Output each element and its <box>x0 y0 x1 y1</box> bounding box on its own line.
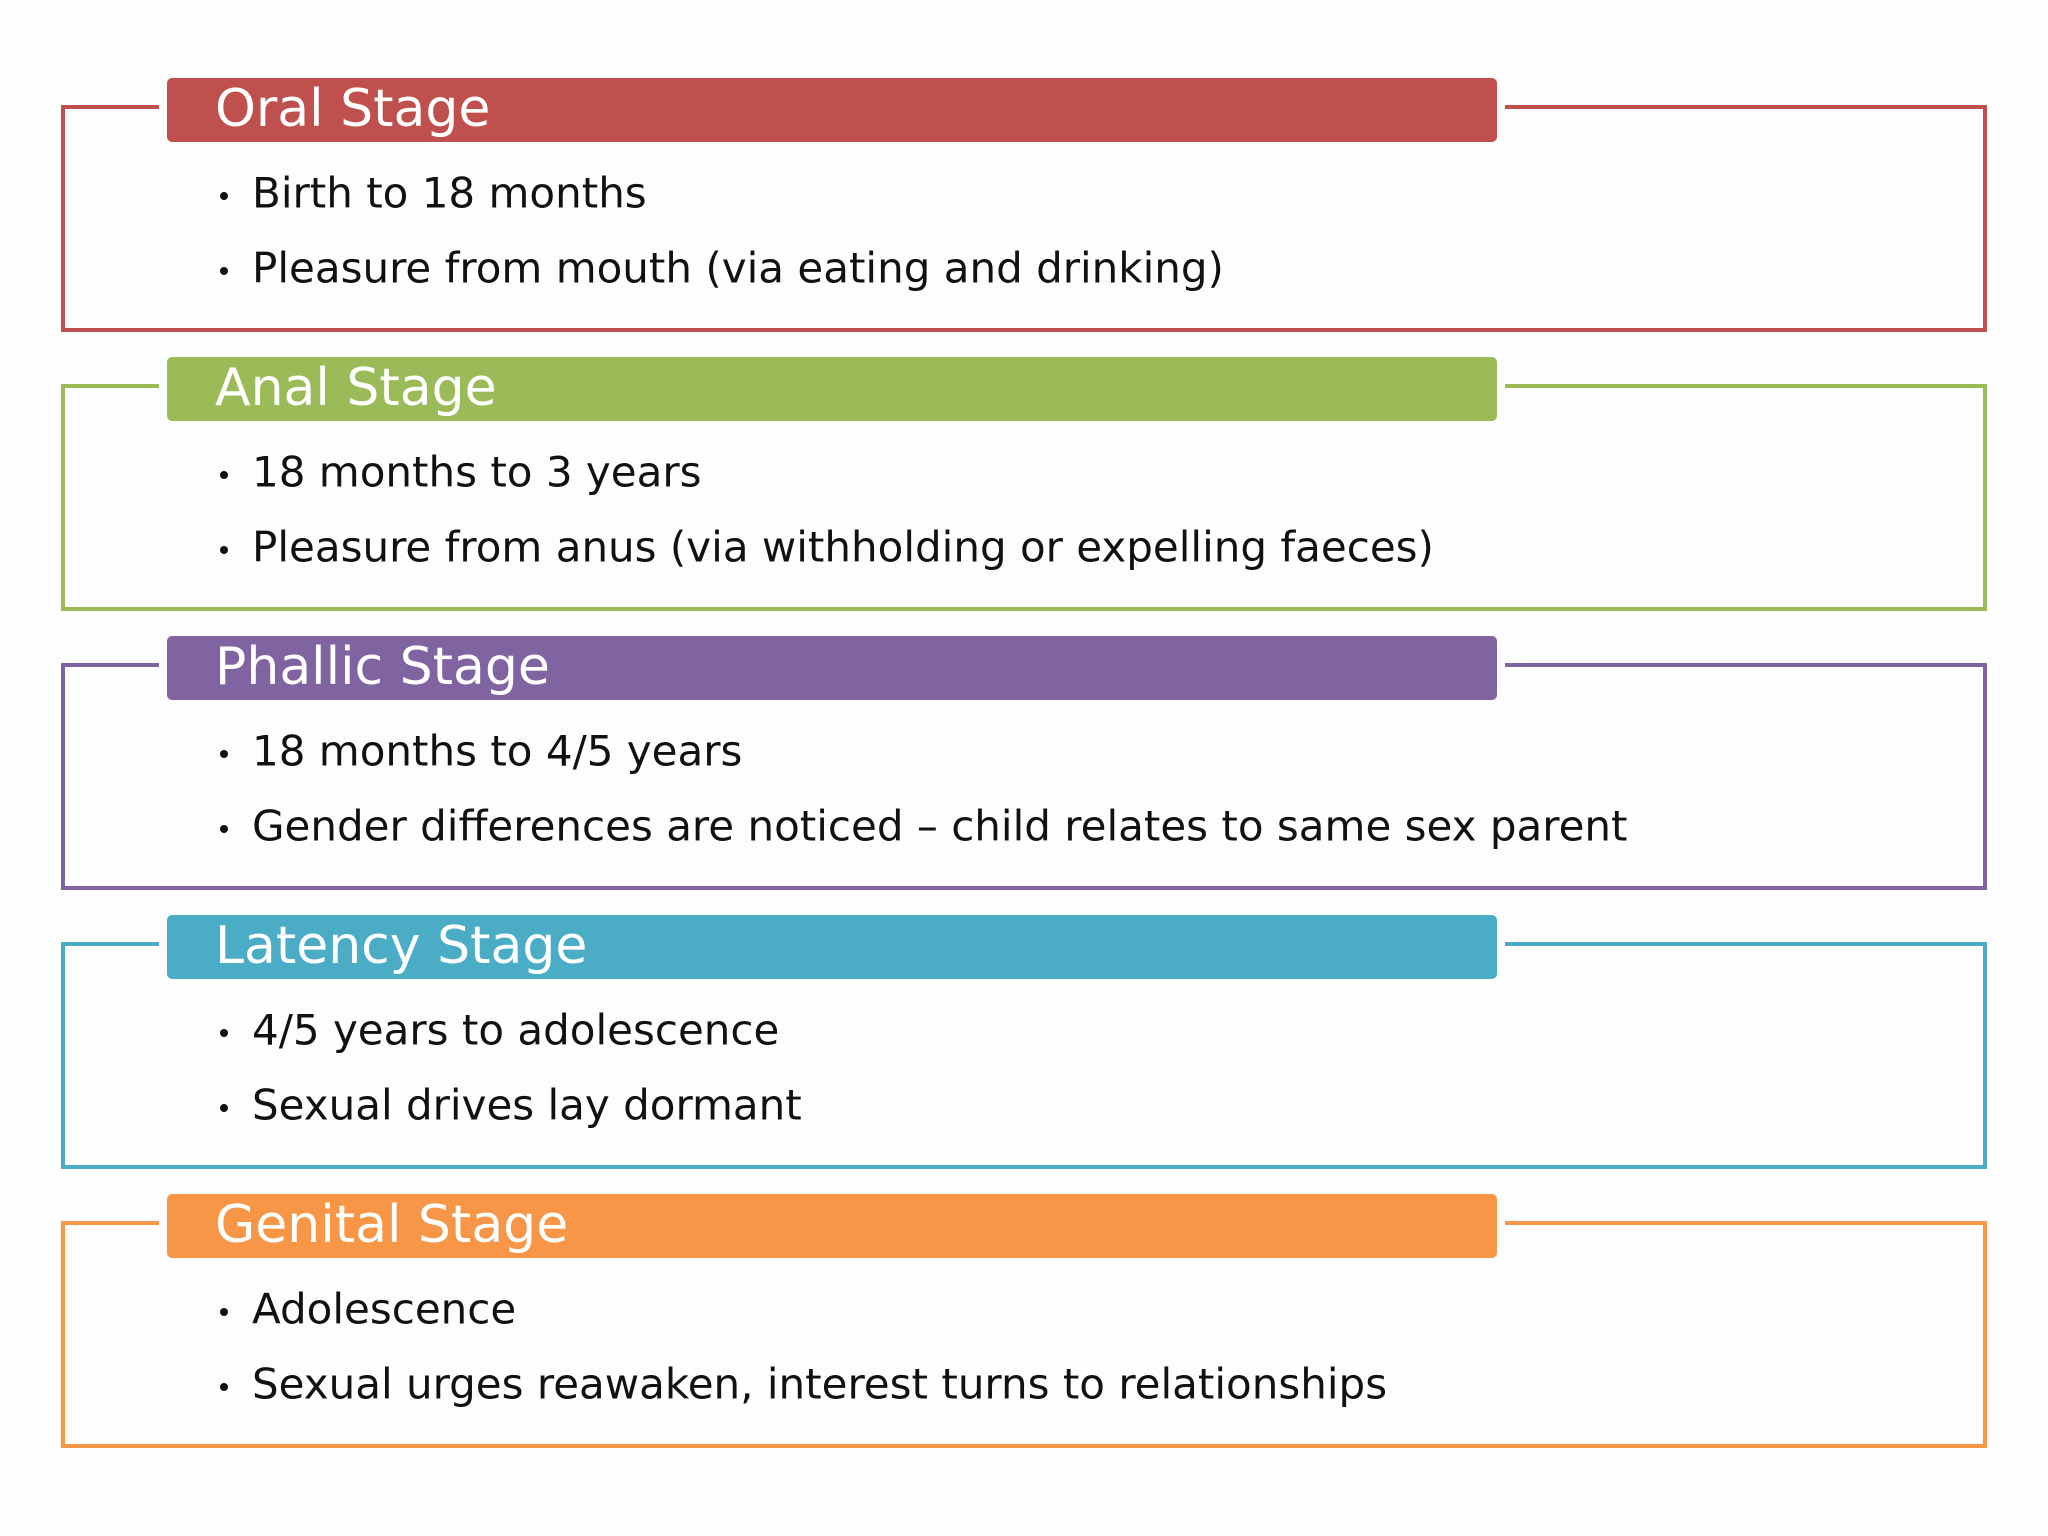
stage-header <box>159 628 1505 708</box>
bullet-dot <box>220 546 228 554</box>
bullet-text: Pleasure from mouth (via eating and drin… <box>252 244 1224 293</box>
bullet-text: 18 months to 4/5 years <box>252 727 742 776</box>
stage-title: Latency Stage <box>215 916 587 976</box>
bullet-text: Sexual urges reawaken, interest turns to… <box>252 1360 1387 1409</box>
stage-header <box>159 1186 1505 1266</box>
stage-title: Oral Stage <box>215 79 490 139</box>
bullet-text: Sexual drives lay dormant <box>252 1081 802 1130</box>
bullet-text: Pleasure from anus (via withholding or e… <box>252 523 1434 572</box>
bullet-dot <box>220 1029 228 1037</box>
stage-title: Genital Stage <box>215 1195 568 1255</box>
stage-title: Anal Stage <box>215 358 497 418</box>
bullet-dot <box>220 825 228 833</box>
bullet-text: 18 months to 3 years <box>252 448 702 497</box>
bullet-dot <box>220 750 228 758</box>
bullet-text: Birth to 18 months <box>252 169 647 218</box>
bullet-dot <box>220 1104 228 1112</box>
bullet-text: 4/5 years to adolescence <box>252 1006 779 1055</box>
bullet-dot <box>220 471 228 479</box>
bullet-dot <box>220 267 228 275</box>
stage-header <box>159 70 1505 150</box>
bullet-text: Gender differences are noticed – child r… <box>252 802 1628 851</box>
stage-header <box>159 349 1505 429</box>
bullet-dot <box>220 1383 228 1391</box>
bullet-dot <box>220 192 228 200</box>
stage-header <box>159 907 1505 987</box>
bullet-text: Adolescence <box>252 1285 516 1334</box>
stage-title: Phallic Stage <box>215 637 550 697</box>
bullet-dot <box>220 1308 228 1316</box>
